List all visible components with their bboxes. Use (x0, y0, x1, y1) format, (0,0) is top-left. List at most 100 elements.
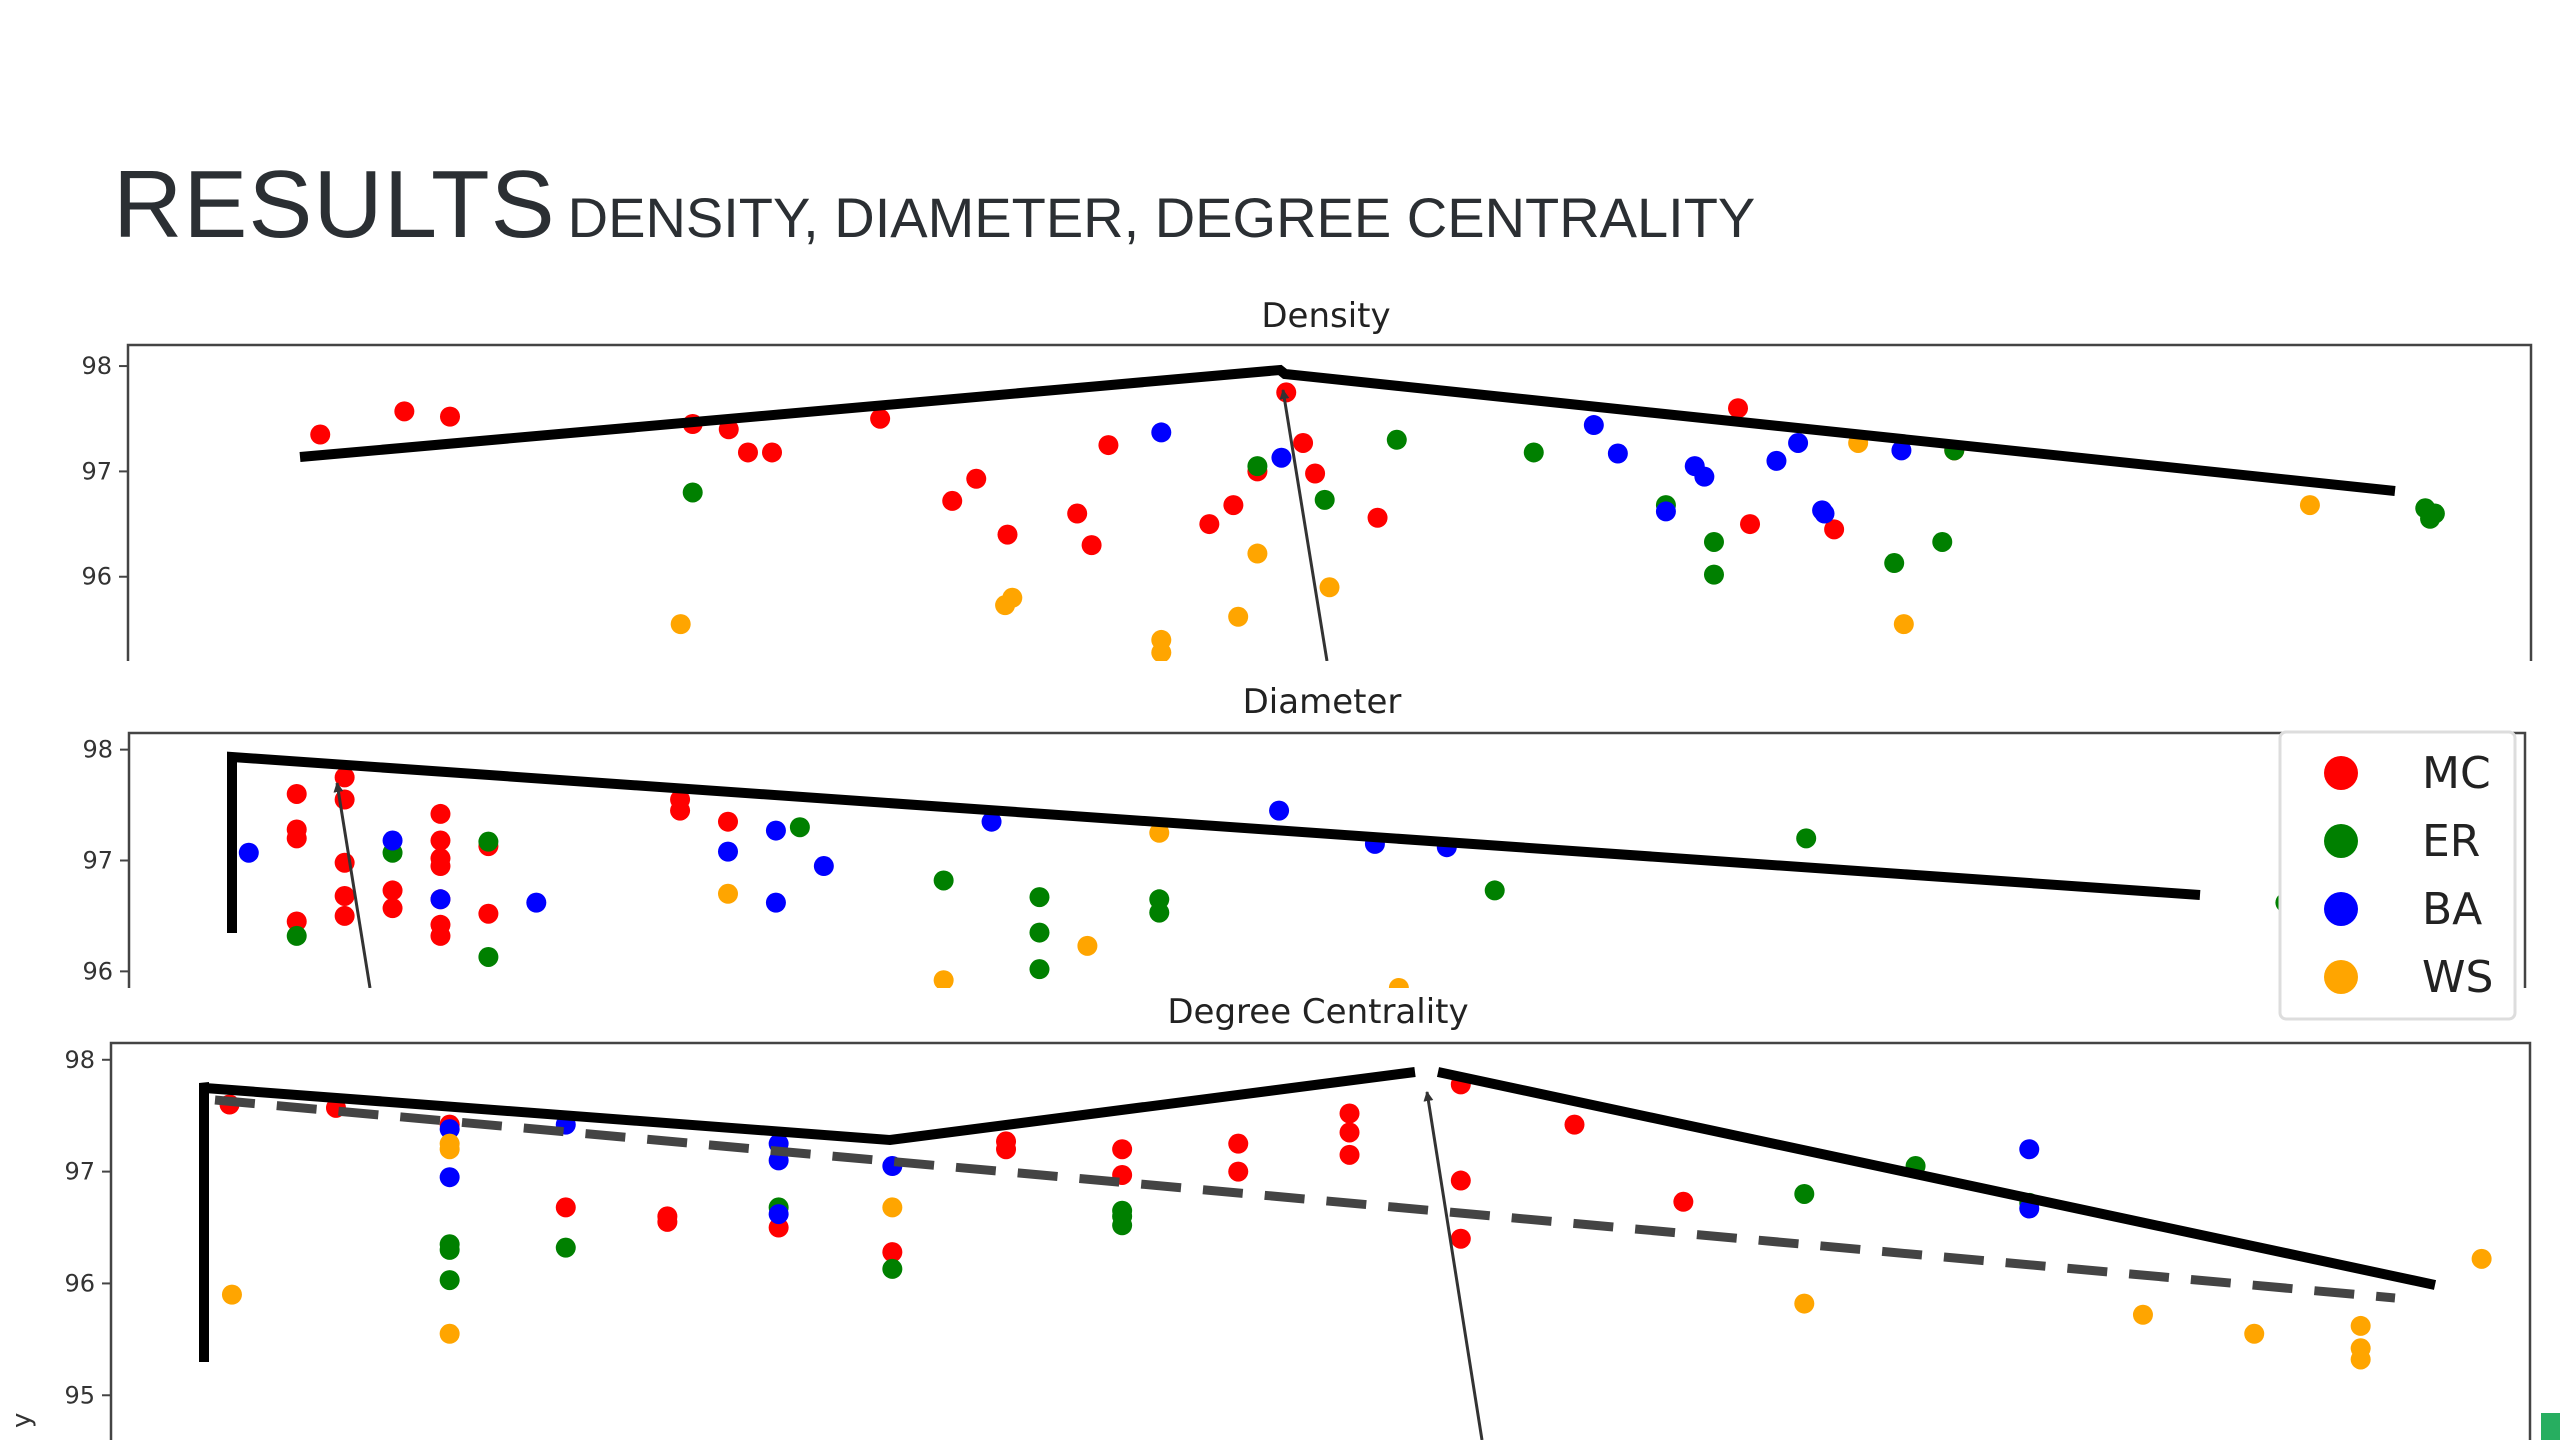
diameter-point-ws (1388, 978, 1409, 988)
diameter-y-tick-label: 97 (82, 847, 113, 875)
degree-centrality-point-er (439, 1270, 460, 1291)
density-panel: Density 96 97 98 (81, 296, 2533, 661)
density-point-mc (870, 408, 891, 429)
density-point-er (1884, 553, 1905, 574)
degree-centrality-point-mc (555, 1197, 576, 1218)
density-point-er (1932, 531, 1953, 552)
density-point-mc (1067, 503, 1088, 524)
diameter-point-er (1029, 922, 1050, 943)
density-point-er (1703, 531, 1724, 552)
degree-centrality-point-ws (2132, 1304, 2153, 1325)
legend-item-ba: BA (2324, 884, 2482, 935)
diameter-point-ba (526, 892, 547, 913)
degree-centrality-point-ws (221, 1284, 242, 1305)
diameter-y-tick-label: 96 (82, 957, 113, 985)
density-point-mc (1740, 514, 1761, 535)
legend-item-er: ER (2324, 816, 2480, 867)
density-point-mc (1199, 514, 1220, 535)
diameter-y-ticks: 96 97 98 (82, 736, 129, 985)
density-point-ba (1271, 447, 1292, 468)
degree-centrality-point-mc (1450, 1228, 1471, 1249)
diameter-point-mc (670, 800, 691, 821)
diameter-point-er (286, 925, 307, 946)
diameter-point-er (789, 817, 810, 838)
density-point-ba (1655, 501, 1676, 522)
diameter-point-ba (718, 841, 738, 862)
density-title: Density (1261, 296, 1390, 336)
degree-centrality-annotations (199, 1067, 2437, 1440)
degree-centrality-point-mc (1339, 1122, 1360, 1143)
legend-swatch-er (2324, 824, 2358, 858)
density-point-ba (1694, 466, 1715, 487)
degree-centrality-point-ba (439, 1119, 460, 1140)
diameter-point-er (478, 946, 499, 967)
degree-centrality-point-ws (2350, 1349, 2371, 1370)
density-axes (126, 343, 2533, 661)
diameter-point-er (1484, 880, 1505, 901)
diameter-point-mc (382, 898, 403, 919)
legend-swatch-mc (2324, 756, 2358, 790)
density-point-ws (2299, 495, 2320, 516)
density-point-mc (1824, 519, 1845, 540)
degree-centrality-y-tick-label: 95 (64, 1381, 95, 1409)
density-point-ba (1814, 503, 1835, 524)
diameter-point-er (1029, 959, 1050, 980)
diameter-annotations (227, 751, 2201, 988)
degree-centrality-point-ws (439, 1323, 460, 1344)
degree-centrality-dashed-trend (214, 1095, 2396, 1303)
density-point-mc (997, 524, 1018, 545)
legend-label-er: ER (2422, 816, 2480, 867)
diameter-point-ba (1269, 800, 1290, 821)
degree-centrality-point-mc (657, 1211, 678, 1232)
slide-title: RESULTS DENSITY, DIAMETER, DEGREE CENTRAL… (113, 150, 1755, 260)
degree-centrality-point-mc (882, 1242, 903, 1263)
density-point-ws (1228, 606, 1249, 627)
density-points (310, 382, 2445, 661)
density-point-ba (1891, 440, 1912, 461)
density-point-mc (1728, 398, 1749, 419)
density-point-mc (762, 442, 783, 463)
density-point-er (1247, 456, 1268, 477)
diameter-point-mc (286, 911, 307, 932)
degree-centrality-y-ticks: 95 96 97 98 (64, 1046, 111, 1409)
density-point-ws (1247, 543, 1268, 564)
diameter-point-ws (1149, 822, 1170, 843)
density-point-ws (1151, 642, 1172, 661)
diameter-point-mc (430, 856, 451, 877)
accent-bar (2541, 1413, 2560, 1440)
diameter-point-mc (718, 811, 738, 832)
density-trend-line (299, 364, 2396, 496)
density-point-ba (1151, 422, 1172, 443)
degree-centrality-point-mc (1673, 1191, 1694, 1212)
slide-title-sub: DENSITY, DIAMETER, DEGREE CENTRALITY (567, 186, 1756, 249)
density-point-mc (1081, 535, 1102, 556)
degree-centrality-point-mc (1228, 1133, 1249, 1154)
diameter-point-ws (1077, 935, 1098, 956)
degree-centrality-point-mc (1339, 1103, 1360, 1124)
density-point-er (1386, 429, 1407, 450)
diameter-panel: Diameter 96 97 98 (82, 682, 2527, 988)
diameter-point-mc (382, 880, 403, 901)
degree-centrality-point-er (1112, 1215, 1133, 1236)
degree-centrality-point-ws (2471, 1248, 2492, 1269)
density-point-mc (1098, 435, 1119, 456)
legend-label-ba: BA (2422, 884, 2482, 935)
density-y-ticks: 96 97 98 (81, 352, 128, 591)
diameter-point-ba (382, 830, 403, 851)
degree-centrality-axes (109, 1041, 2532, 1440)
legend-item-mc: MC (2324, 748, 2491, 799)
degree-centrality-point-ws (1794, 1293, 1815, 1314)
degree-centrality-point-mc (1450, 1170, 1471, 1191)
density-point-mc (1223, 495, 1244, 516)
diameter-trend-line (227, 751, 2201, 933)
degree-centrality-y-tick-label: 98 (64, 1046, 95, 1074)
legend-label-ws: WS (2422, 952, 2493, 1003)
degree-centrality-y-tick-label: 96 (64, 1269, 95, 1297)
diameter-point-ba (813, 856, 834, 877)
density-point-mc (737, 442, 758, 463)
slide-title-main: RESULTS (113, 151, 556, 258)
diameter-point-ba (981, 811, 1002, 832)
degree-centrality-point-er (882, 1258, 903, 1279)
degree-centrality-trend-line-left (199, 1067, 1416, 1362)
diameter-title: Diameter (1243, 682, 1402, 722)
